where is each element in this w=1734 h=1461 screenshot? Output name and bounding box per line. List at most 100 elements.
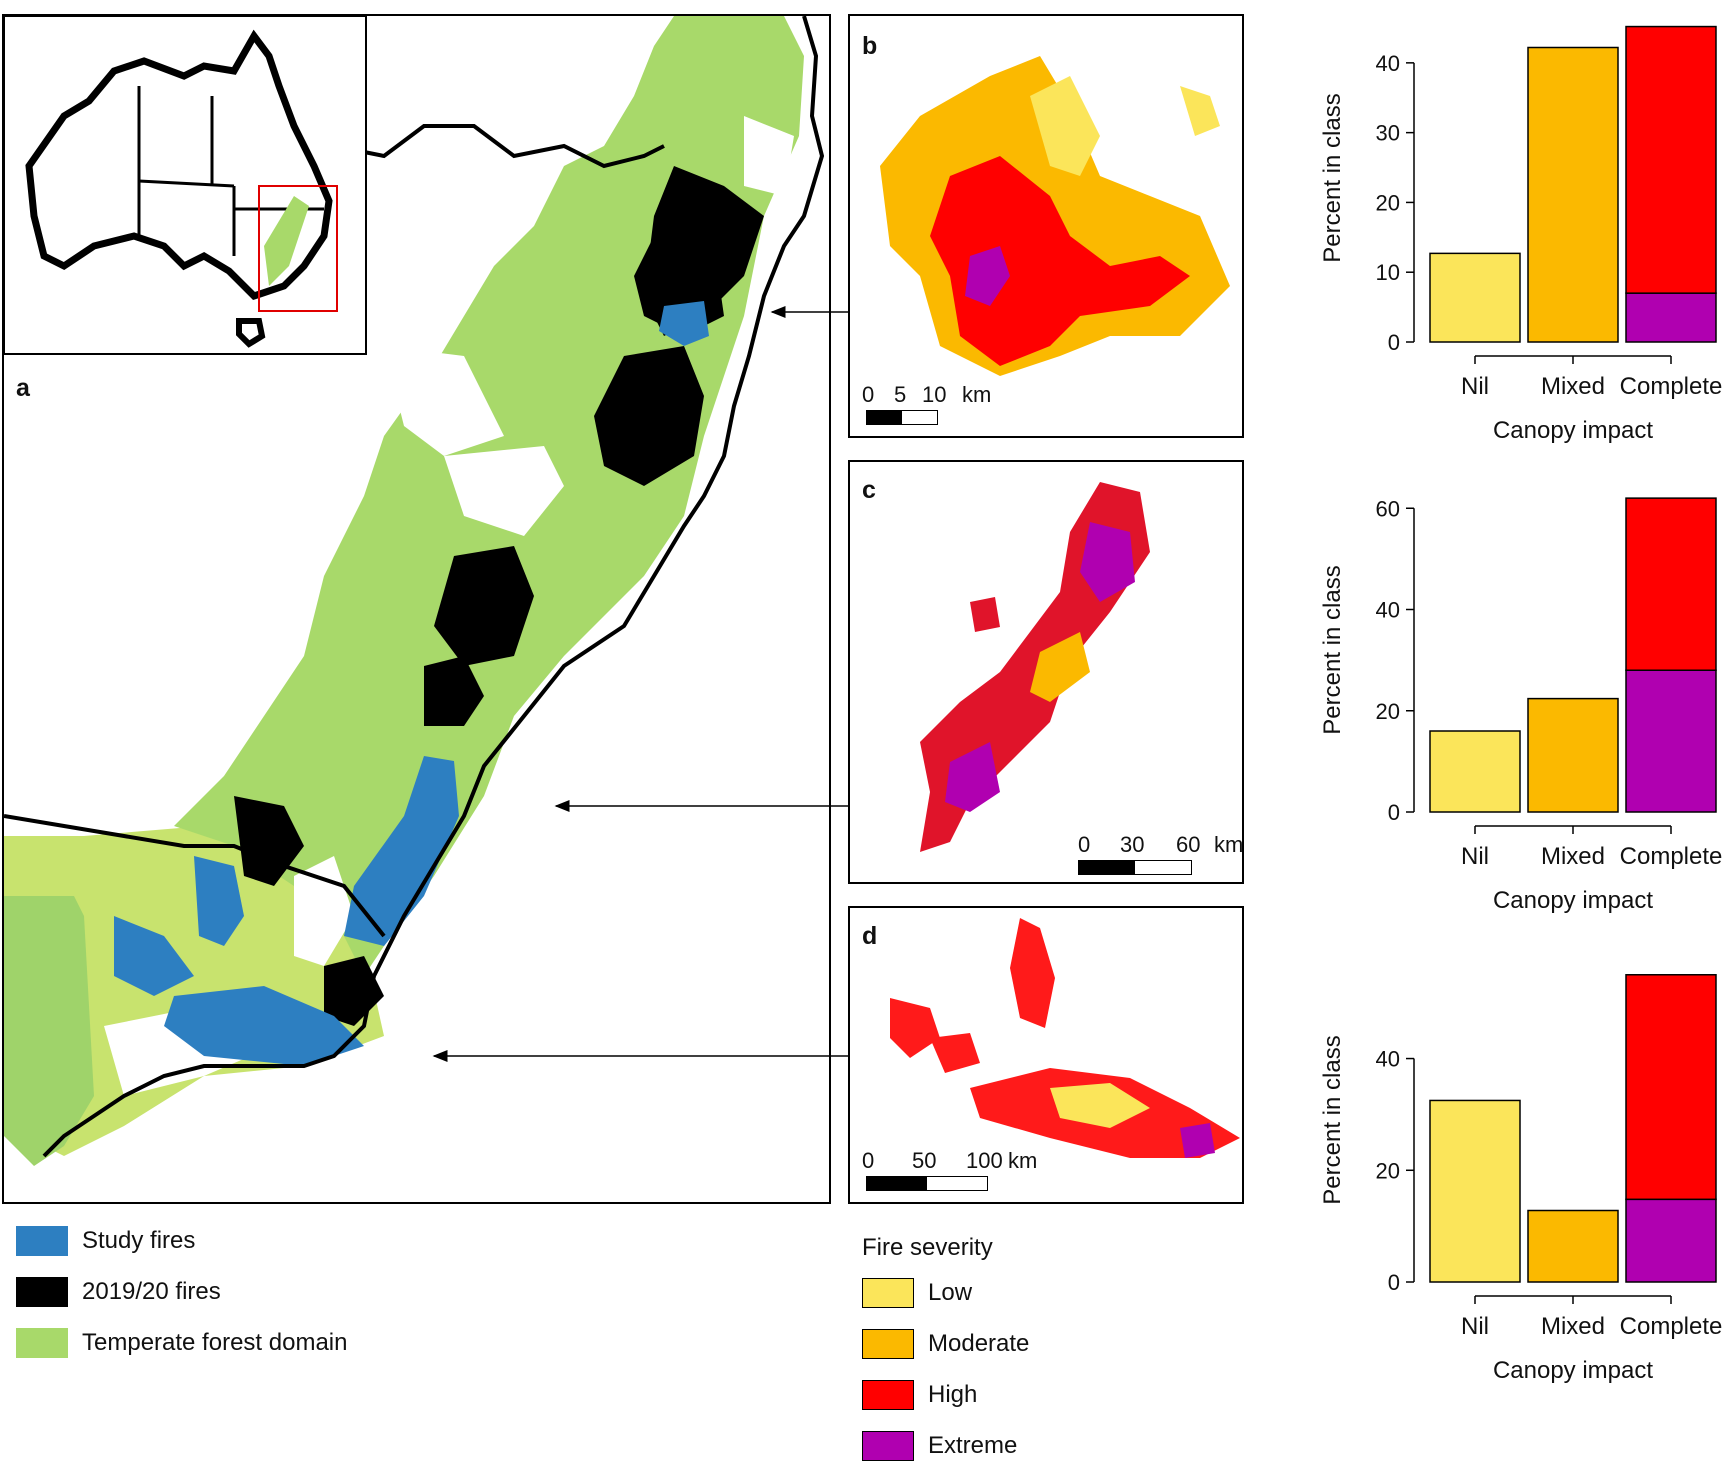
y-tick-label: 10 <box>1376 260 1400 285</box>
x-tick-label: Nil <box>1461 1313 1489 1340</box>
fire-d-high-1 <box>1010 918 1055 1028</box>
x-tick-label: Mixed <box>1541 1313 1605 1340</box>
fire-b-low <box>1030 76 1100 176</box>
fire-2019-6 <box>234 796 304 886</box>
severity-extreme-label: Extreme <box>928 1432 1018 1459</box>
bar-nil-low <box>1429 1099 1521 1283</box>
x-tick-label: Mixed <box>1541 373 1605 400</box>
severity-moderate-label: Moderate <box>928 1330 1030 1357</box>
main-map-panel: a <box>2 14 831 1204</box>
severity-moderate: Moderate <box>862 1329 1029 1359</box>
x-tick-label: Complete <box>1620 1313 1723 1340</box>
severity-low-label: Low <box>928 1279 973 1306</box>
panel-b-label: b <box>862 32 878 60</box>
y-tick-label: 20 <box>1376 699 1400 724</box>
scale-c-bar <box>1078 860 1192 875</box>
fire-b-high <box>930 156 1190 366</box>
scale-c-unit: km <box>1214 832 1244 857</box>
y-tick-label: 40 <box>1376 598 1400 623</box>
y-tick-label: 30 <box>1376 121 1400 146</box>
legend-2019-fires-label: 2019/20 fires <box>82 1278 221 1305</box>
legend-forest-domain-swatch <box>16 1328 68 1358</box>
bar-mixed-moderate <box>1527 1209 1619 1283</box>
y-axis-title: Percent in class <box>1319 1035 1346 1204</box>
fire-b-extreme <box>965 246 1010 306</box>
study-fire-3 <box>194 856 244 946</box>
bar-complete-extreme <box>1625 669 1717 813</box>
bar-chart-b: 0 10 20 30 40 Nil Mixed Complete Canopy impact Pe… <box>1319 25 1723 444</box>
scale-d-label-2: 100 <box>966 1148 1003 1173</box>
domain-gap-5 <box>744 116 794 196</box>
bar-nil-low <box>1429 252 1521 343</box>
panel-b-severity-map <box>880 56 1230 376</box>
bar-complete-extreme <box>1625 292 1717 343</box>
legend-forest-domain: Temperate forest domain <box>16 1328 347 1358</box>
severity-extreme-swatch <box>862 1431 914 1461</box>
bar-complete-high <box>1625 974 1717 1201</box>
scale-b-label-0: 0 <box>862 382 875 407</box>
x-tick-label: Mixed <box>1541 843 1605 870</box>
panel-d-map: d 0 50 100 km <box>848 906 1244 1204</box>
study-fire-4 <box>114 916 194 996</box>
severity-low-swatch <box>862 1278 914 1308</box>
bar-complete-extreme <box>1625 1198 1717 1283</box>
scale-d-unit: km <box>1008 1148 1038 1173</box>
y-tick-label: 0 <box>1388 1270 1400 1295</box>
legend-study-fires-label: Study fires <box>82 1227 196 1254</box>
x-tick-label: Complete <box>1620 843 1723 870</box>
forest-domain-west <box>4 896 94 1166</box>
fire-d-low <box>1050 1083 1150 1128</box>
severity-moderate-swatch <box>862 1329 914 1359</box>
x-axis-title: Canopy impact <box>1493 417 1653 444</box>
scale-c-label-0: 0 <box>1078 832 1091 857</box>
fire-d-patch <box>930 1033 980 1073</box>
tasmania <box>236 318 266 348</box>
coastline <box>42 16 825 1158</box>
scale-b-unit: km <box>962 382 992 407</box>
fire-2019-3 <box>594 346 704 486</box>
study-fire-5 <box>164 986 364 1066</box>
legend-study-fires: Study fires <box>16 1226 195 1256</box>
fire-2019-4 <box>434 546 534 666</box>
bar-mixed-moderate <box>1527 697 1619 813</box>
y-tick-label: 0 <box>1388 330 1400 355</box>
fire-b-patch <box>1180 86 1220 136</box>
inset-extent-box <box>258 185 338 312</box>
fire-c-extreme-1 <box>1080 522 1135 602</box>
scale-d-bar <box>866 1176 988 1191</box>
nsw-qld-border <box>333 124 665 169</box>
severity-extreme: Extreme <box>862 1431 1017 1461</box>
legend-2019-fires: 2019/20 fires <box>16 1277 221 1307</box>
fire-2019-5 <box>424 656 484 726</box>
fire-d-high-2 <box>890 998 940 1058</box>
scale-b-label-2: 10 <box>922 382 947 407</box>
severity-legend-title: Fire severity <box>862 1234 993 1261</box>
severity-high-label: High <box>928 1381 978 1408</box>
scale-b-bar <box>866 410 938 425</box>
y-tick-label: 0 <box>1388 800 1400 825</box>
panel-b-map: b 0 5 10 km <box>848 14 1244 438</box>
scale-c-label-2: 60 <box>1176 832 1201 857</box>
inset-australia <box>25 29 338 348</box>
scale-c-label-1: 30 <box>1120 832 1145 857</box>
study-fire-2 <box>344 756 459 946</box>
y-tick-label: 60 <box>1376 496 1400 521</box>
legend-forest-domain-label: Temperate forest domain <box>82 1329 348 1356</box>
y-axis-title: Percent in class <box>1319 565 1346 734</box>
panel-d-label: d <box>862 922 878 950</box>
scale-d-label-0: 0 <box>862 1148 875 1173</box>
x-tick-label: Nil <box>1461 373 1489 400</box>
bar-chart-c: 0 20 40 60 Nil Mixed Complete Canopy impact Perc… <box>1319 496 1723 914</box>
panel-d-severity-map <box>890 918 1240 1158</box>
severity-high-swatch <box>862 1380 914 1410</box>
x-tick-label: Complete <box>1620 373 1723 400</box>
domain-gap-1 <box>384 346 504 456</box>
panel-c-map: c 0 30 60 km <box>848 460 1244 884</box>
nsw-vic-border <box>4 814 386 938</box>
bar-chart-d: 0 20 40 Nil Mixed Complete Canopy impact Percen… <box>1319 974 1723 1384</box>
legend-study-fires-swatch <box>16 1226 68 1256</box>
bar-complete-high <box>1625 25 1717 294</box>
fire-d-extreme <box>1180 1123 1215 1158</box>
legend-2019-fires-swatch <box>16 1277 68 1307</box>
forest-domain-light <box>4 826 384 1156</box>
